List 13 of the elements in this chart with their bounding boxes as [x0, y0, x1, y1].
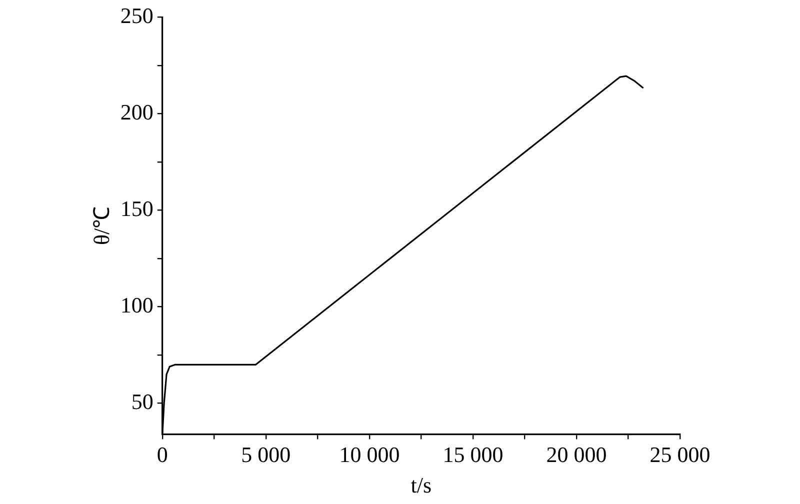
- x-tick-label: 0: [156, 442, 168, 468]
- y-axis-title: θ/℃: [88, 206, 114, 246]
- y-tick-label: 200: [120, 100, 154, 125]
- y-tick-label: 150: [120, 196, 154, 222]
- x-tick-label: 10 000: [339, 442, 400, 468]
- x-axis-title: t/s: [410, 472, 432, 498]
- x-tick-label: 15 000: [442, 442, 504, 468]
- y-tick-label: 50: [131, 389, 154, 414]
- x-tick-label: 5 000: [241, 442, 291, 468]
- y-tick-label: 250: [120, 2, 154, 28]
- x-tick-label: 25 000: [650, 442, 710, 468]
- y-tick-label: 100: [120, 292, 154, 318]
- x-tick-label: 20 000: [546, 442, 607, 468]
